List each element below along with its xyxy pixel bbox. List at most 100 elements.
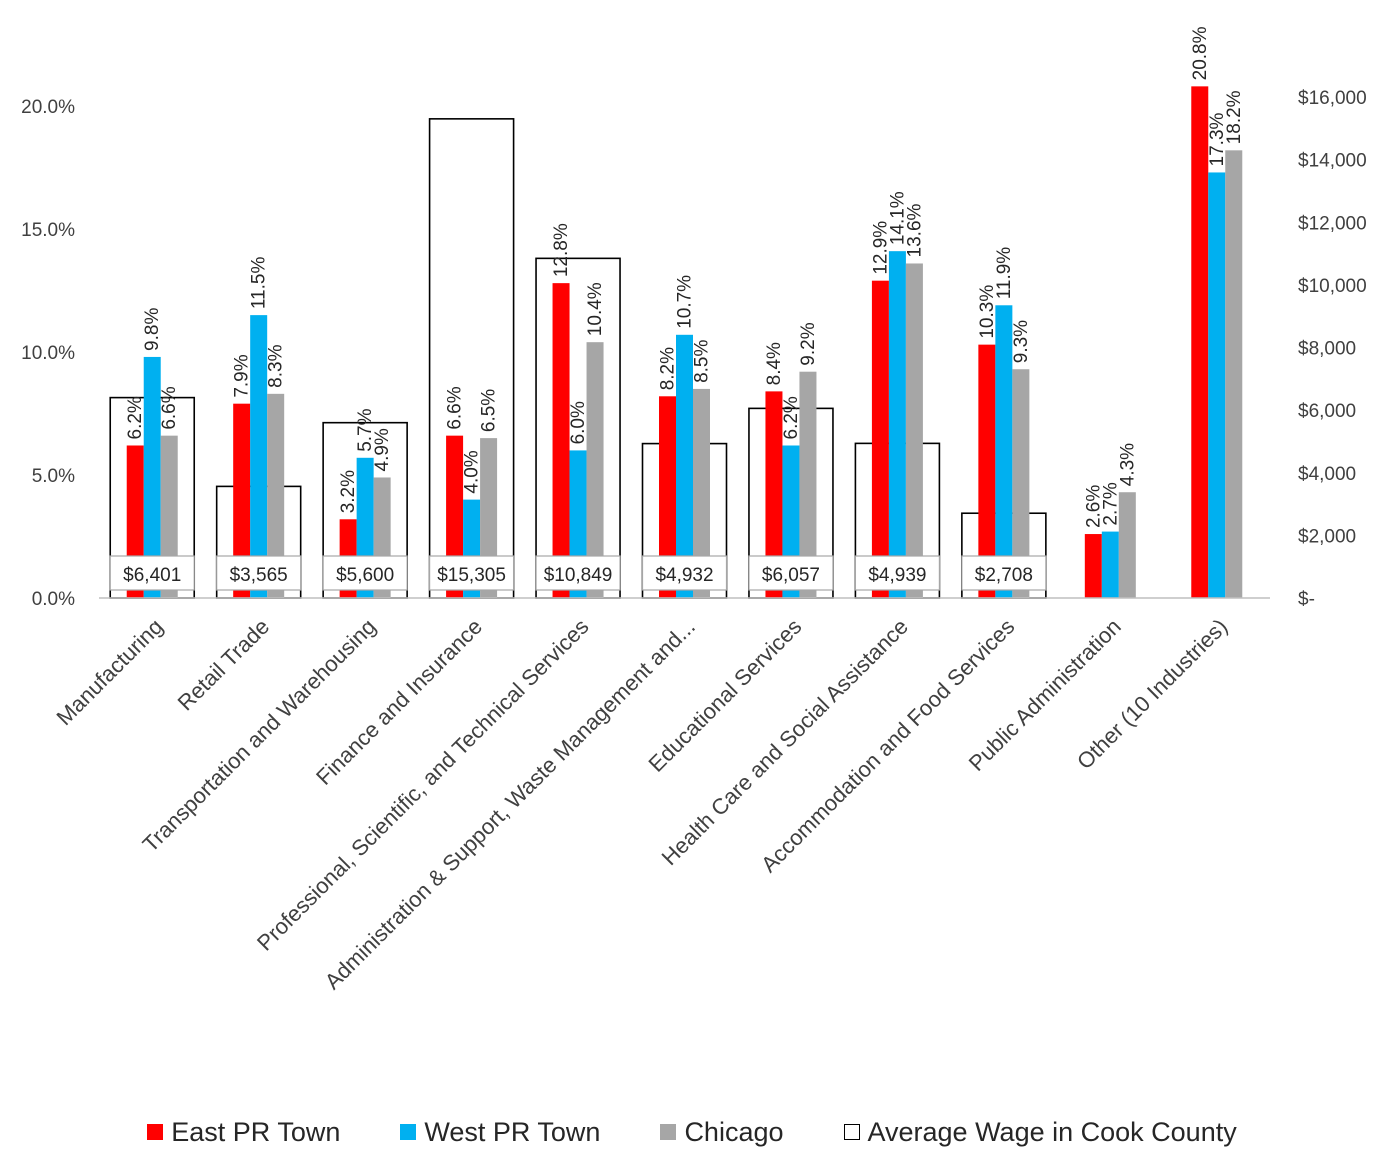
bar-east-pr-town xyxy=(765,391,783,598)
legend: East PR Town West PR Town Chicago Averag… xyxy=(0,1114,1384,1150)
legend-swatch-wage xyxy=(843,1124,860,1140)
bar-west-pr-town xyxy=(888,251,906,599)
bar-east-pr-town xyxy=(1084,534,1102,598)
data-label: 6.0% xyxy=(568,401,589,444)
bar-chicago xyxy=(267,393,285,598)
wage-label-box xyxy=(428,555,515,591)
data-label: 10.4% xyxy=(585,282,606,336)
data-label: 14.1% xyxy=(887,191,908,245)
data-label: 8.5% xyxy=(692,340,713,383)
wage-label-box xyxy=(641,555,728,591)
data-label: 12.8% xyxy=(551,223,572,277)
bar-chicago xyxy=(1118,492,1136,598)
y-right-tick-label: $- xyxy=(1298,589,1315,610)
legend-item-east: East PR Town xyxy=(147,1117,340,1148)
wage-label-box xyxy=(748,555,834,591)
legend-item-chicago: Chicago xyxy=(660,1116,784,1148)
bar-chicago xyxy=(799,371,817,598)
legend-swatch-east xyxy=(147,1124,164,1140)
data-label: 9.8% xyxy=(142,308,163,351)
data-label: 4.0% xyxy=(462,450,483,493)
data-label: 7.9% xyxy=(232,354,253,397)
legend-label-chicago: Chicago xyxy=(684,1116,784,1147)
wage-label-box xyxy=(961,555,1047,591)
data-label: 4.3% xyxy=(1117,443,1138,486)
legend-label-west: West PR Town xyxy=(424,1116,601,1147)
wage-label: $4,932 xyxy=(655,565,713,586)
data-label: 2.7% xyxy=(1100,482,1121,525)
data-label: 9.2% xyxy=(798,322,819,365)
data-label: 3.2% xyxy=(338,470,359,513)
bar-west-pr-town xyxy=(1208,172,1226,598)
data-label: 5.7% xyxy=(355,408,376,451)
y-right-tick-label: $16,000 xyxy=(1298,88,1367,109)
wage-label: $6,057 xyxy=(762,565,820,586)
legend-item-west: West PR Town xyxy=(400,1117,600,1148)
data-label: 10.7% xyxy=(675,275,696,329)
bar-west-pr-town xyxy=(676,334,693,598)
category-label: Retail Trade xyxy=(173,614,275,716)
bar-west-pr-town xyxy=(143,356,161,598)
bar-chicago xyxy=(1225,150,1243,598)
bar-east-pr-town xyxy=(233,403,251,598)
wage-label: $6,401 xyxy=(123,565,181,586)
wage-label-box xyxy=(322,555,408,591)
y-right-tick-label: $2,000 xyxy=(1298,526,1356,547)
category-label: Administration & Support, Waste Manageme… xyxy=(320,614,700,994)
bar-west-pr-town xyxy=(995,305,1013,598)
data-label: 11.9% xyxy=(994,247,1015,300)
data-label: 8.4% xyxy=(764,342,785,385)
y-right-tick-label: $10,000 xyxy=(1298,276,1367,297)
wage-label: $5,600 xyxy=(336,565,394,586)
wage-label: $10,849 xyxy=(544,565,613,586)
data-label: 18.2% xyxy=(1224,90,1245,144)
wage-label-box xyxy=(216,555,302,591)
bar-west-pr-town xyxy=(250,315,268,598)
y-left-tick-label: 0.0% xyxy=(32,589,75,610)
data-label: 11.5% xyxy=(249,257,270,310)
data-label: 6.6% xyxy=(445,386,466,429)
data-label: 6.5% xyxy=(479,389,500,432)
bar-chicago xyxy=(1012,369,1030,598)
data-label: 20.8% xyxy=(1190,26,1211,80)
legend-swatch-west xyxy=(400,1124,417,1140)
wage-label-box xyxy=(535,555,621,591)
data-label: 13.6% xyxy=(904,203,925,257)
bar-east-pr-town xyxy=(659,396,676,598)
legend-label-east: East PR Town xyxy=(171,1116,341,1147)
legend-swatch-chicago xyxy=(660,1124,677,1140)
data-label: 12.9% xyxy=(870,221,891,275)
data-label: 17.3% xyxy=(1207,112,1228,166)
bar-east-pr-town xyxy=(552,283,570,598)
y-left-tick-label: 15.0% xyxy=(21,220,75,241)
y-right-tick-label: $8,000 xyxy=(1298,339,1356,360)
legend-label-wage: Average Wage in Cook County xyxy=(867,1116,1237,1147)
data-label: 6.2% xyxy=(781,396,802,439)
category-label: Transportation and Warehousing xyxy=(138,614,381,857)
chart: 0.0% 5.0% 10.0% 15.0% 20.0% $- $2,000 $4,000 $6,… xyxy=(21,26,1367,994)
y-left-tick-label: 10.0% xyxy=(21,343,75,364)
bar-west-pr-town xyxy=(1101,531,1119,598)
wage-label: $2,708 xyxy=(975,565,1033,586)
data-label: 6.6% xyxy=(159,386,180,429)
y-right-tick-label: $4,000 xyxy=(1298,464,1356,485)
bar-east-pr-town xyxy=(1191,86,1209,598)
bar-east-pr-town xyxy=(978,344,996,598)
bar-chicago xyxy=(905,263,923,598)
data-label: 2.6% xyxy=(1083,485,1104,528)
data-label: 10.3% xyxy=(977,285,998,339)
y-right-tick-label: $6,000 xyxy=(1298,401,1356,422)
wage-label: $15,305 xyxy=(437,565,506,586)
data-label: 8.2% xyxy=(658,347,679,390)
wage-label-box xyxy=(854,555,941,591)
y-right-tick-label: $14,000 xyxy=(1298,151,1367,172)
category-label: Manufacturing xyxy=(51,614,167,730)
y-left-tick-label: 5.0% xyxy=(32,466,75,487)
data-label: 6.2% xyxy=(125,396,146,439)
y-left-tick-label: 20.0% xyxy=(21,97,75,118)
data-label: 8.3% xyxy=(266,344,287,387)
legend-item-wage: Average Wage in Cook County xyxy=(843,1116,1237,1148)
wage-label: $4,939 xyxy=(868,565,926,586)
y-right-tick-label: $12,000 xyxy=(1298,213,1367,234)
bar-chicago xyxy=(586,342,604,598)
